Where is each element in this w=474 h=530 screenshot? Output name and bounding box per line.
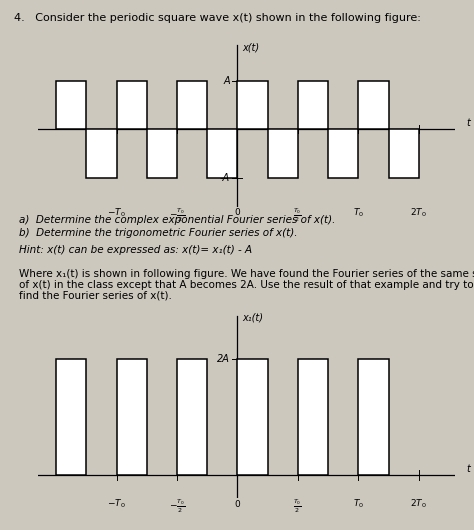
Text: Where x₁(t) is shown in following figure. We have found the Fourier series of th: Where x₁(t) is shown in following figure… [19,269,474,279]
Bar [147,129,177,178]
Text: Hint: x(t) can be expressed as: x(t)= x₁(t) - A: Hint: x(t) can be expressed as: x(t)= x₁… [19,245,252,255]
Bar [328,129,358,178]
Text: b)  Determine the trigonometric Fourier series of x(t).: b) Determine the trigonometric Fourier s… [19,228,298,238]
Bar [358,81,389,129]
Bar [86,129,117,178]
Text: t: t [466,464,470,474]
Bar [298,359,328,475]
Text: $2T_0$: $2T_0$ [410,206,427,219]
Text: find the Fourier series of x(t).: find the Fourier series of x(t). [19,291,172,301]
Bar [117,81,147,129]
Text: $-T_0$: $-T_0$ [107,498,126,510]
Bar [56,81,86,129]
Text: -A: -A [220,173,230,183]
Bar [177,359,207,475]
Text: 4.   Consider the periodic square wave x(t) shown in the following figure:: 4. Consider the periodic square wave x(t… [14,13,421,23]
Text: of x(t) in the class except that A becomes 2A. Use the result of that example an: of x(t) in the class except that A becom… [19,280,474,290]
Text: x(t): x(t) [242,42,259,52]
Bar [177,81,207,129]
Text: 2A: 2A [217,354,230,364]
Text: $T_0$: $T_0$ [353,498,364,510]
Bar [237,359,268,475]
Text: $\frac{T_0}{2}$: $\frac{T_0}{2}$ [293,206,302,224]
Text: $\frac{T_0}{2}$: $\frac{T_0}{2}$ [293,498,302,515]
Text: $T_0$: $T_0$ [353,206,364,219]
Text: $-\frac{T_0}{2}$: $-\frac{T_0}{2}$ [169,206,185,224]
Text: $0$: $0$ [234,206,241,217]
Bar [358,359,389,475]
Bar [237,81,268,129]
Text: $0$: $0$ [234,498,241,509]
Text: a)  Determine the complex exponential Fourier series of x(t).: a) Determine the complex exponential Fou… [19,215,335,225]
Bar [268,129,298,178]
Bar [56,359,86,475]
Text: A: A [223,76,230,86]
Bar [298,81,328,129]
Text: $2T_0$: $2T_0$ [410,498,427,510]
Text: x₁(t): x₁(t) [242,313,263,323]
Text: $-T_0$: $-T_0$ [107,206,126,219]
Text: $-\frac{T_0}{2}$: $-\frac{T_0}{2}$ [169,498,185,515]
Bar [117,359,147,475]
Bar [207,129,237,178]
Text: t: t [466,118,470,128]
Bar [389,129,419,178]
